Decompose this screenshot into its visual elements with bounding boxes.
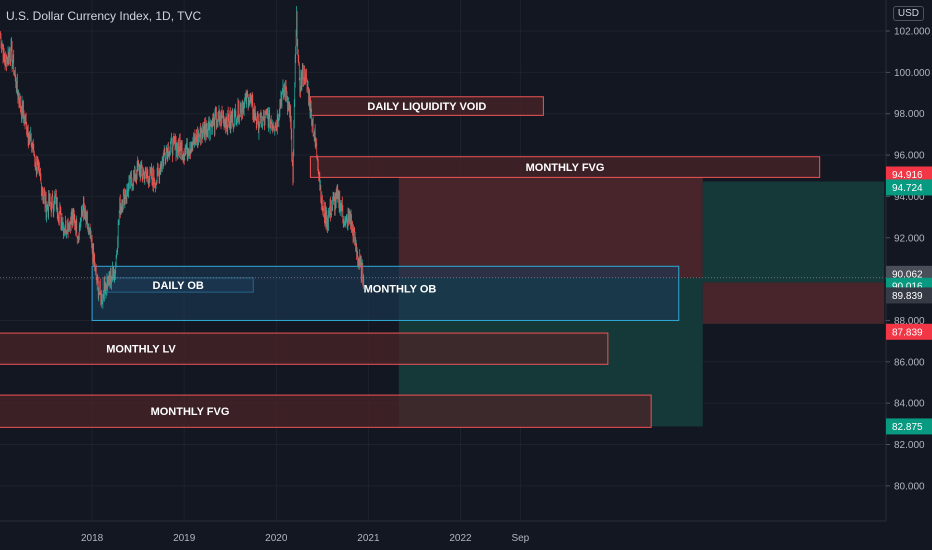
zone-box xyxy=(0,394,652,428)
y-tick-label: 102.000 xyxy=(894,27,931,38)
zone-box xyxy=(309,156,821,178)
long-position-stop-zone xyxy=(702,282,885,324)
price-tag xyxy=(886,323,932,340)
zone-box xyxy=(91,265,680,321)
price-tag xyxy=(886,179,932,196)
y-tick-label: 82.000 xyxy=(894,440,925,451)
zone-box xyxy=(0,332,609,365)
zone-label: MONTHLY OB xyxy=(364,283,437,295)
price-tag xyxy=(886,287,932,304)
price-tag-label: 87.839 xyxy=(892,327,923,338)
x-tick-label: 2021 xyxy=(357,533,380,544)
x-tick-label: Sep xyxy=(511,533,529,544)
zone-label: MONTHLY LV xyxy=(106,344,176,356)
currency-button[interactable]: USD xyxy=(892,6,924,21)
zone-label: MONTHLY FVG xyxy=(151,406,230,418)
y-tick-label: 98.000 xyxy=(894,109,925,120)
price-tag-label: 90.016 xyxy=(892,281,923,292)
x-tick-label: 2018 xyxy=(81,533,104,544)
y-tick-label: 84.000 xyxy=(894,399,925,410)
price-tag-label: 94.916 xyxy=(892,170,923,181)
zone-label: DAILY LIQUIDITY VOID xyxy=(367,101,486,113)
price-tag-label: 89.839 xyxy=(892,291,923,302)
x-tick-label: 2020 xyxy=(265,533,288,544)
y-tick-label: 88.000 xyxy=(894,316,925,327)
zones[interactable]: DAILY LIQUIDITY VOID MONTHLY FVG DAILY OB M… xyxy=(0,96,821,428)
y-tick-label: 80.000 xyxy=(894,481,925,492)
price-tag-label: 82.875 xyxy=(892,422,923,433)
x-tick-label: 2019 xyxy=(173,533,196,544)
candles xyxy=(0,6,886,309)
price-tag-label: 90.062 xyxy=(892,269,923,280)
zone-label: MONTHLY FVG xyxy=(526,162,605,174)
price-tag xyxy=(886,166,932,183)
zone-label: DAILY OB xyxy=(153,280,204,292)
x-tick-label: 2022 xyxy=(449,533,472,544)
symbol-title: U.S. Dollar Currency Index, 1D, TVC xyxy=(6,9,202,23)
y-tick-label: 92.000 xyxy=(894,233,925,244)
price-tag-label: 94.724 xyxy=(892,183,923,194)
price-tag xyxy=(886,418,932,435)
short-position-stop-zone xyxy=(398,177,703,278)
y-tick-label: 94.000 xyxy=(894,192,925,203)
y-tick-label: 100.000 xyxy=(894,68,931,79)
y-tick-label: 96.000 xyxy=(894,151,925,162)
y-tick-label: 86.000 xyxy=(894,357,925,368)
long-position-target-zone xyxy=(702,181,885,283)
